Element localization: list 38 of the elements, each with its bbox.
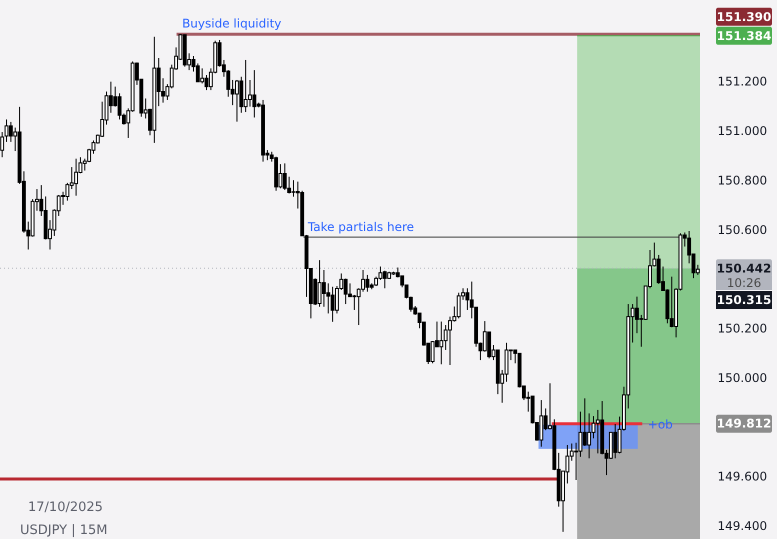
ref-line-label: 151.390 bbox=[716, 10, 772, 24]
annotation: USDJPY | 15M bbox=[20, 523, 108, 538]
candlestick bbox=[252, 70, 256, 118]
candlestick bbox=[456, 292, 461, 319]
candlestick bbox=[365, 274, 370, 292]
y-tick-label: 149.600 bbox=[718, 470, 768, 484]
candlestick bbox=[196, 62, 200, 82]
candlestick bbox=[74, 158, 78, 196]
candlestick bbox=[430, 340, 435, 364]
y-tick-label: 150.000 bbox=[718, 370, 768, 385]
candlestick bbox=[322, 269, 326, 308]
candlestick bbox=[613, 423, 618, 459]
candlestick bbox=[382, 270, 387, 289]
text: 10:26 bbox=[726, 276, 762, 290]
y-tick-label: 151.200 bbox=[718, 74, 768, 89]
annotation: +ob bbox=[648, 418, 673, 432]
candlestick bbox=[330, 286, 335, 322]
candlestick bbox=[200, 68, 204, 84]
candlestick bbox=[587, 412, 592, 459]
candlestick bbox=[282, 162, 287, 191]
y-tick-label: 150.600 bbox=[718, 222, 768, 237]
y-tick-label: 149.400 bbox=[718, 518, 768, 533]
y-tick-label: 150.200 bbox=[718, 321, 768, 336]
candlestick bbox=[244, 59, 248, 113]
candlestick bbox=[439, 321, 444, 365]
annotation: 17/10/2025 bbox=[28, 500, 103, 515]
candlestick bbox=[596, 409, 600, 454]
candlestick bbox=[670, 276, 674, 328]
annotation: Take partials here bbox=[306, 220, 414, 234]
ref-line-label: 151.384 bbox=[716, 28, 772, 43]
text: 150.315 bbox=[716, 293, 772, 307]
candlestick bbox=[374, 276, 378, 287]
candlestick bbox=[326, 282, 330, 314]
ref-line-label: 149.812 bbox=[716, 416, 772, 431]
y-tick-label: 150.800 bbox=[718, 173, 768, 188]
y-tick-label: 151.000 bbox=[718, 124, 768, 138]
annotation: Buyside liquidity bbox=[182, 16, 282, 30]
ref-line-label: 150.442 bbox=[716, 261, 772, 276]
